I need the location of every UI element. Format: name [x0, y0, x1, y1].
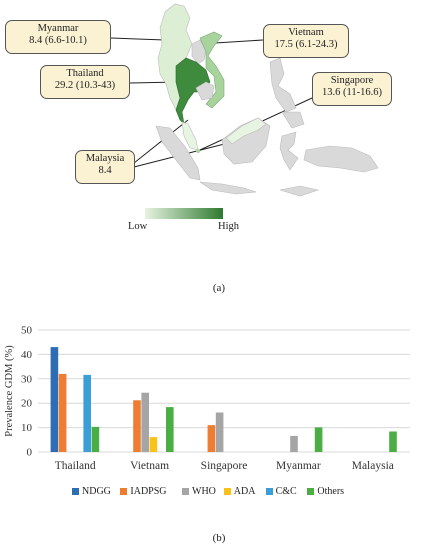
- legend-item: ADA: [223, 486, 256, 497]
- legend-label: IADPSG: [130, 486, 167, 497]
- gdm-prevalence-chart: 0 10 20 30 40 50 Prevalence GDM (%) Thailand Vie…: [4, 325, 410, 472]
- bar-who-singapore: [215, 412, 224, 452]
- callout-vietnam-country: Vietnam: [288, 27, 324, 38]
- bar-ada-vietnam: [149, 437, 158, 452]
- bar-who-vietnam: [141, 392, 149, 452]
- y-tick-label: 50: [21, 325, 33, 337]
- legend-label: WHO: [192, 486, 216, 497]
- legend-swatch: [223, 488, 231, 495]
- eastern-islands: [303, 145, 379, 173]
- legend-item: IADPSG: [120, 486, 167, 497]
- y-tick-label: 40: [21, 349, 33, 361]
- timor: [279, 185, 320, 197]
- callout-thailand-value: 29.2 (10.3-43): [54, 80, 116, 91]
- x-tick-label: Malaysia: [352, 460, 394, 472]
- bar-iadpsg-thailand: [58, 373, 67, 452]
- callout-thailand-country: Thailand: [66, 68, 104, 79]
- x-tick-label: Thailand: [55, 460, 96, 472]
- x-tick-label: Singapore: [201, 460, 248, 472]
- bar-ndgg-thailand: [50, 347, 59, 452]
- sulawesi: [279, 131, 299, 171]
- bar-who-myanmar: [290, 435, 298, 452]
- callout-malaysia-value: 8.4: [98, 165, 112, 176]
- callout-myanmar: Myanmar 8.4 (6.6-10.1): [5, 20, 111, 54]
- callout-malaysia-country: Malaysia: [85, 153, 125, 164]
- legend-swatch: [307, 488, 315, 495]
- bar-others-myanmar: [314, 427, 323, 452]
- y-tick-label: 10: [21, 422, 33, 434]
- singapore-dot: [196, 149, 200, 153]
- color-scale-bar: [145, 208, 223, 219]
- legend-item: WHO: [182, 486, 216, 497]
- legend-swatch: [182, 488, 189, 495]
- malaysia-borneo: [225, 117, 267, 145]
- bar-others-malaysia: [389, 431, 397, 452]
- color-scale-low-label: Low: [128, 221, 148, 232]
- legend-label: C&C: [275, 486, 297, 497]
- legend-item: Others: [307, 486, 344, 497]
- x-tick-label: Myanmar: [276, 460, 321, 472]
- y-tick-label: 20: [21, 398, 33, 410]
- callout-singapore-value: 13.6 (11-16.6): [322, 87, 382, 98]
- y-tick-label: 30: [21, 373, 33, 385]
- callout-singapore-country: Singapore: [330, 75, 374, 86]
- y-tick-label: 0: [27, 447, 33, 459]
- panel-b-label: (b): [212, 532, 226, 544]
- cambodia-region: [195, 81, 215, 101]
- color-scale-high-label: High: [218, 221, 239, 232]
- vietnam-region: [199, 31, 225, 109]
- callout-vietnam-value: 17.5 (6.1-24.3): [274, 39, 338, 50]
- bar-iadpsg-singapore: [207, 425, 216, 452]
- callout-myanmar-value: 8.4 (6.6-10.1): [29, 35, 87, 46]
- bar-cc-thailand: [83, 374, 91, 452]
- legend-item: NDGG: [72, 486, 111, 497]
- legend-label: ADA: [233, 486, 256, 497]
- laos-region: [191, 39, 207, 65]
- legend-label: Others: [317, 486, 345, 497]
- panel-a-label: (a): [212, 282, 226, 294]
- legend-item: C&C: [265, 486, 297, 497]
- callout-vietnam: Vietnam 17.5 (6.1-24.3): [263, 24, 349, 58]
- legend-swatch: [72, 488, 79, 495]
- legend-swatch: [120, 488, 128, 495]
- y-axis-label: Prevalence GDM (%): [4, 345, 15, 437]
- thailand-region: [175, 57, 211, 125]
- legend-label: NDGG: [82, 486, 111, 497]
- callout-myanmar-country: Myanmar: [37, 23, 79, 34]
- bar-others-thailand: [91, 426, 100, 452]
- java: [199, 181, 257, 195]
- bar-iadpsg-vietnam: [133, 400, 141, 452]
- callout-singapore: Singapore 13.6 (11-16.6): [312, 72, 392, 106]
- bar-others-vietnam: [166, 407, 174, 452]
- callout-malaysia: Malaysia 8.4: [75, 150, 135, 184]
- x-tick-label: Vietnam: [130, 460, 169, 472]
- sumatra: [155, 125, 201, 181]
- legend-swatch: [265, 488, 273, 495]
- mindanao: [281, 111, 305, 129]
- callout-thailand: Thailand 29.2 (10.3-43): [40, 65, 130, 99]
- philippines: [269, 57, 297, 113]
- asean-map: [110, 3, 379, 197]
